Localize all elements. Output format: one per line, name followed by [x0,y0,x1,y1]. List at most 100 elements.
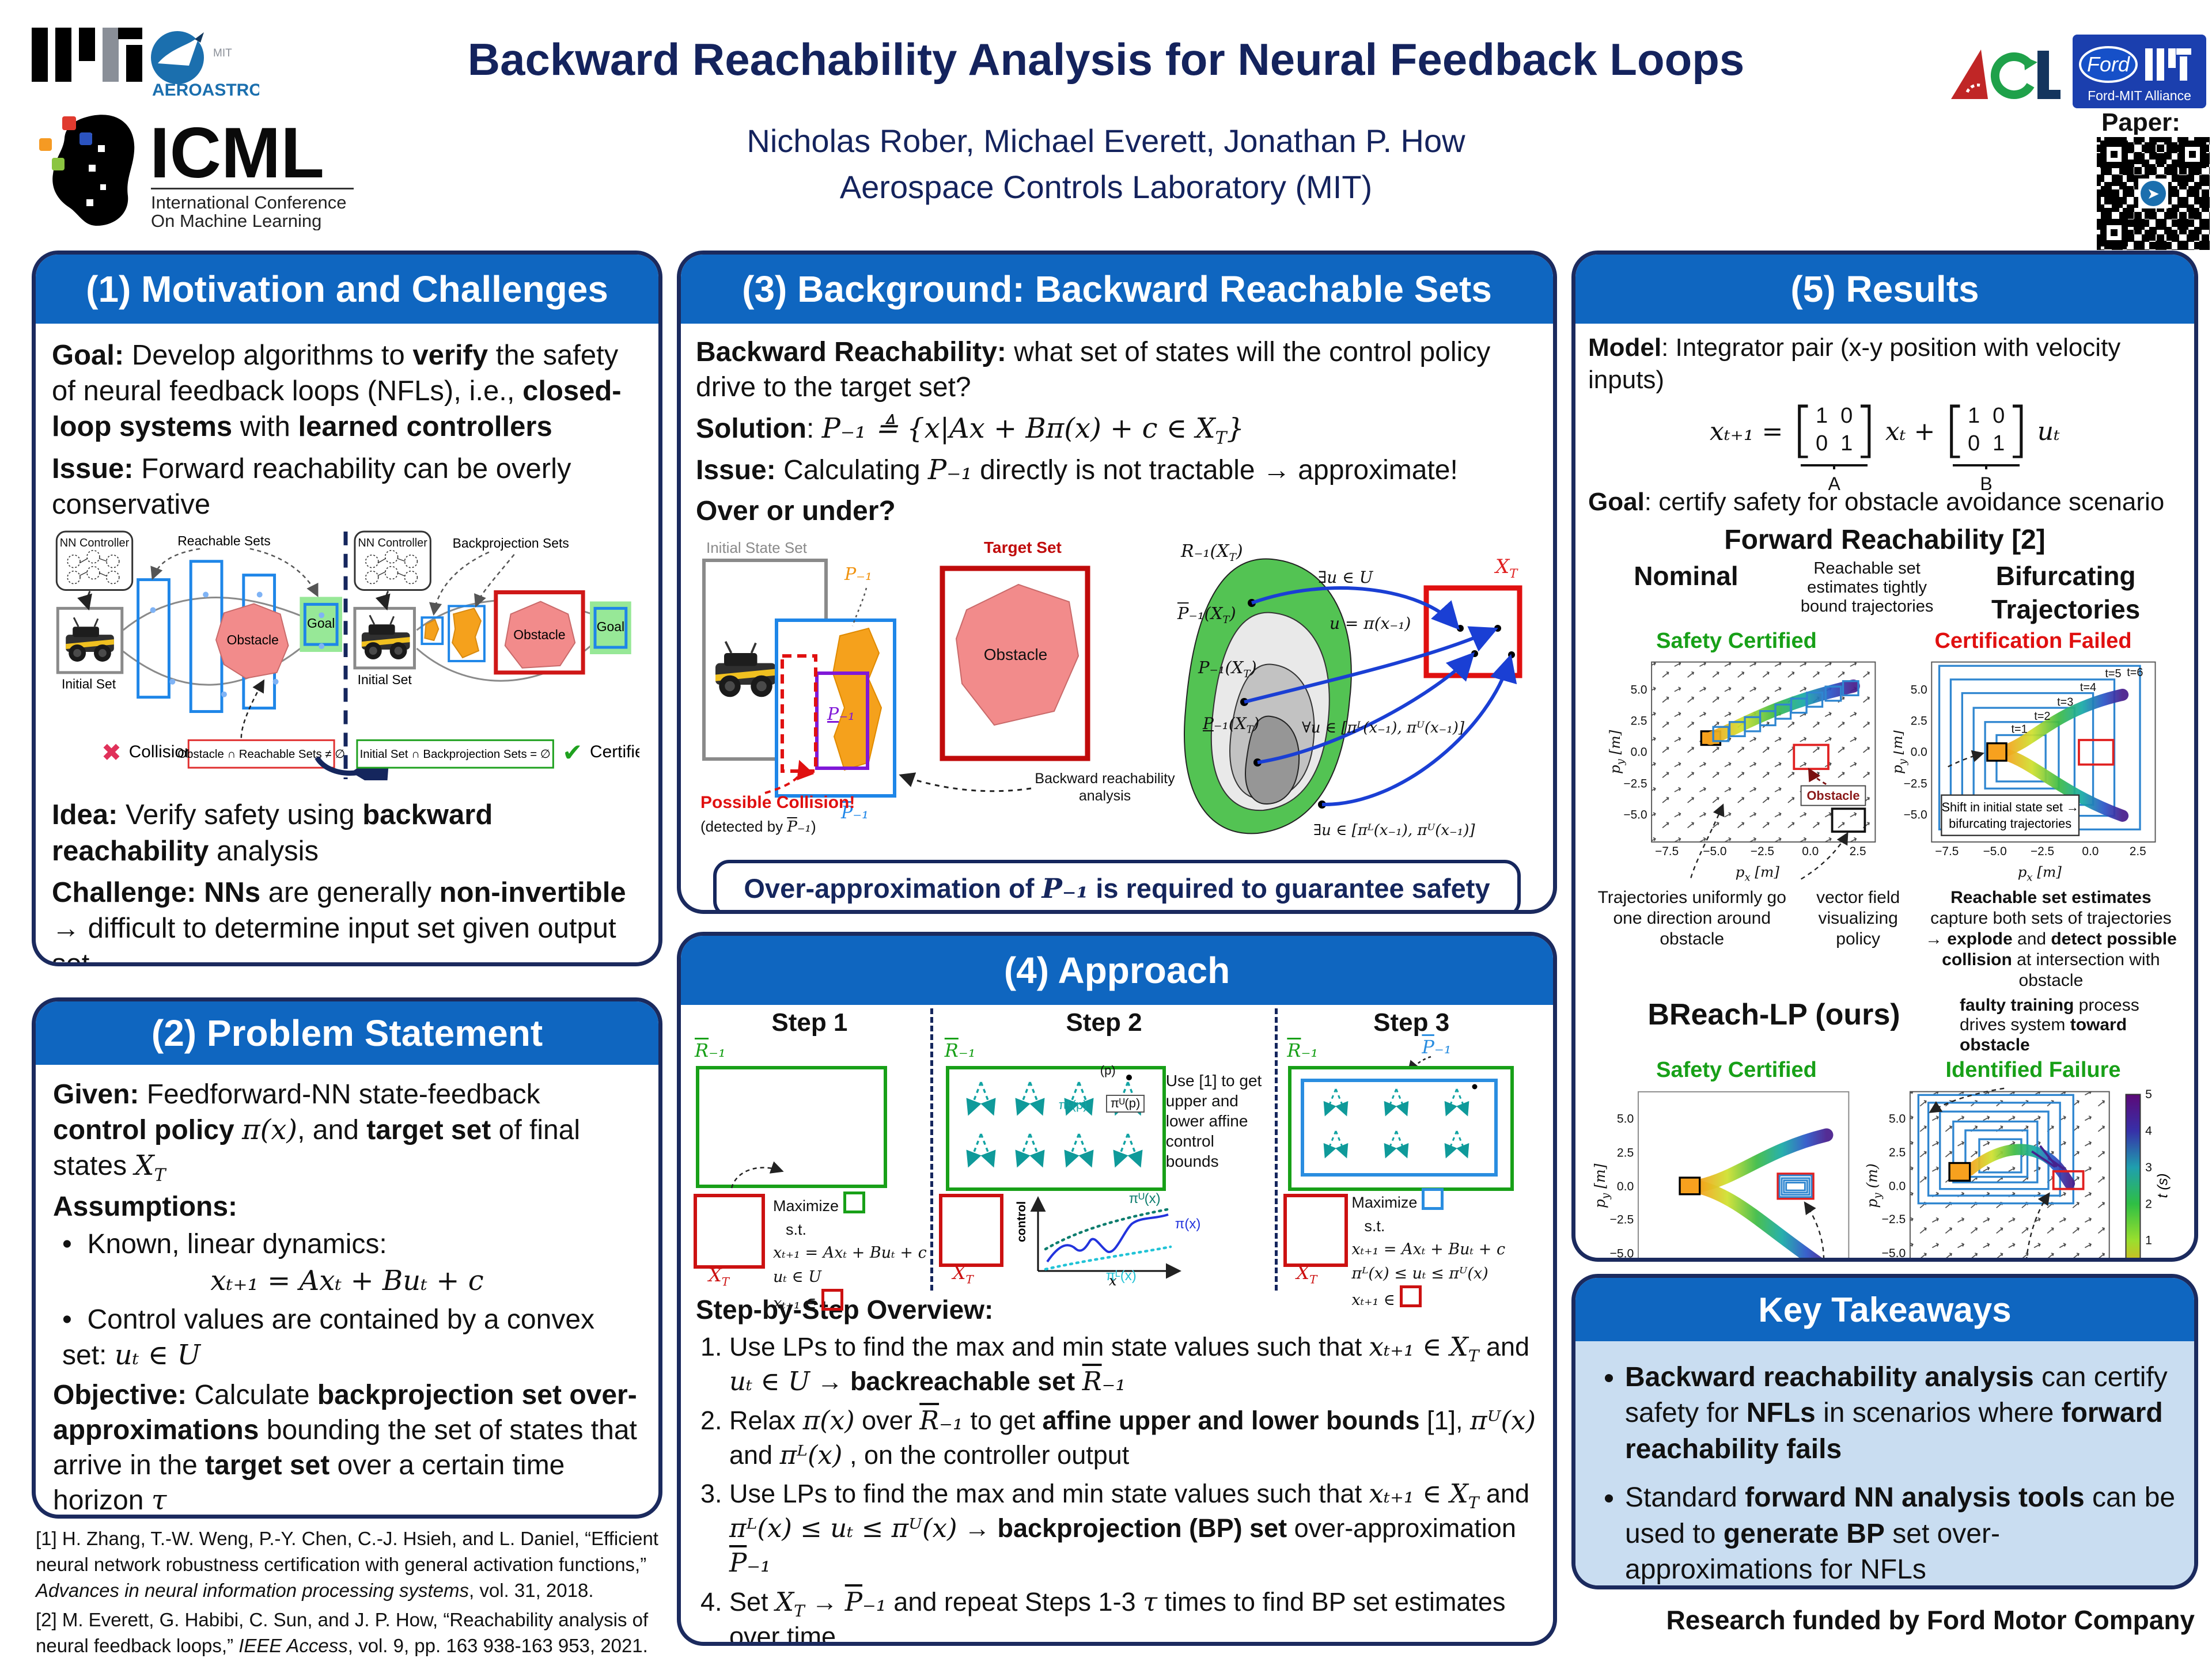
svg-text:2.5: 2.5 [1889,1146,1906,1159]
backreachable-set-label: R₋₁(XT) [1181,541,1243,564]
pi-lower-p-label: πᴸ(p) [1058,1098,1088,1112]
reference-2: [2] M. Everett, G. Habibi, C. Sun, and J… [36,1608,649,1656]
svg-text:−2.5: −2.5 [1904,777,1927,790]
goal-text-5: Goal: certify safety for obstacle avoida… [1588,487,2165,516]
step1-title: Step 1 [771,1008,848,1037]
svg-text:py [m]: py [m] [1609,730,1627,774]
maximize-arrow [730,1161,784,1189]
initial-state-set-label: Initial State Set [706,538,807,556]
svg-text:py [m]: py [m] [1594,1164,1612,1209]
svg-text:−2.5: −2.5 [1610,1213,1634,1227]
panel-motivation: (1) Motivation and Challenges Goal: Deve… [32,251,662,966]
backprojection-sets-label: Backprojection Sets [453,536,569,551]
backreachable-box [696,1066,887,1188]
poster-title: Backward Reachability Analysis for Neura… [467,34,1745,85]
ford-mit-logo: Ford Ford-MIT Alliance [2073,35,2206,108]
goal-region [300,597,343,652]
svg-text:5.0: 5.0 [1617,1113,1634,1126]
takeaway-2: Standard forward NN analysis tools can b… [1625,1480,2177,1585]
svg-text:2.5: 2.5 [1631,714,1647,727]
svg-text:4: 4 [2145,1125,2152,1138]
svg-text:1: 1 [2145,1234,2152,1247]
mit-logo [32,28,142,82]
safety-certified-label-2: Safety Certified [1656,1058,1817,1083]
bp-overapprox-box [1301,1079,1498,1177]
blue-box-glyph [1421,1188,1444,1210]
collision-equation: Obstacle ∩ Reachable Sets ≠ ∅ [177,748,345,761]
step3-constraints: Maximize s.t. xₜ₊₁ = Axₜ + Buₜ + c πᴸ(x)… [1351,1188,1505,1312]
overview-item-3: Use LPs to find the max and min state va… [729,1477,1538,1580]
backward-analysis-label: Backward reachability analysis [1035,770,1175,804]
goal-label: Goal [307,616,335,631]
background-diagram: Initial State Set P₋₁ P₋₁ P₋₁ Possible C… [696,535,1530,851]
svg-text:t=1: t=1 [2012,723,2028,735]
pbar-set-label: P₋₁(XT) [1177,603,1236,626]
pi-upper-p-label: πᵁ(p) [1105,1095,1145,1113]
pi-upper-x-label: πᵁ(x) [1128,1191,1161,1206]
qr-finder [2179,141,2206,168]
solution-text: Solution: P₋₁ ≜ {x|Ax + Bπ(x) + c ∈ XT} [696,412,1245,449]
aeroastro-name-label: AEROASTRO [152,81,259,100]
svg-text:py (m): py (m) [1866,1164,1884,1208]
panel-problem-statement: (2) Problem Statement Given: Feedforward… [32,997,662,1519]
rbar-label: R₋₁ [695,1039,726,1061]
x-mark-icon: ✖ [101,739,122,766]
panel-key-takeaways: Key Takeaways Backward reachability anal… [1571,1274,2198,1589]
xt-label-s3: XT [1296,1262,1317,1287]
panel-background: (3) Background: Backward Reachable Sets … [677,251,1557,914]
svg-text:−5.0: −5.0 [1904,808,1927,821]
panel-approach: (4) Approach Step 1 R₋₁ XT Maximize s.t.… [677,932,1557,1646]
background-diagram-svg [702,558,1522,834]
overview-item-2: Relax π(x) over R₋₁ to get affine upper … [729,1403,1538,1473]
possible-collision-label: Possible Collision! [700,792,855,812]
svg-text:−5.0: −5.0 [1703,844,1726,857]
overview-item-1: Use LPs to find the max and min state va… [729,1330,1538,1399]
icml-line1: International Conference [151,192,347,213]
over-under-text: Over or under? [696,495,896,526]
panel2-title: (2) Problem Statement [36,1001,658,1065]
svg-text:−2.5: −2.5 [1882,1213,1906,1227]
takeaway-1: Backward reachability analysis can certi… [1625,1360,2177,1467]
takeaways-title: Key Takeaways [1575,1278,2194,1341]
motivation-diagram: Initial Set Obstacle Goal Reachable Sets… [55,530,658,794]
panel5-title: (5) Results [1575,255,2194,324]
identified-failure-plot: 5 4 3 2 1 0 t (s) −5 0 5.0 2.5 0.0 −2.5 … [1866,1088,2171,1258]
svg-text:0.0: 0.0 [1911,745,1927,758]
panel3-title: (3) Background: Backward Reachable Sets [681,255,1553,324]
use-ref1-note: Use [1] to get upper and lower affine co… [1165,1072,1262,1170]
green-box-glyph [843,1192,865,1213]
poster-authors: Nicholas Rober, Michael Everett, Jonatha… [747,123,1465,159]
qr-finder [2100,141,2128,168]
xt-label-s1: XT [709,1264,730,1289]
identified-failure-label: Identified Failure [1945,1058,2121,1083]
funding-note: Research funded by Ford Motor Company [1666,1605,2195,1635]
certified-safe-label: Certified Safe [590,742,639,761]
svg-text:t=2: t=2 [2034,710,2050,723]
bifurcating-plot: t=1 t=2 t=3 t=4 t=5 t=6 Shift in initial… [1893,661,2156,883]
detected-by-label: (detected by P₋₁) [700,817,816,836]
svg-text:2.5: 2.5 [1850,844,1866,857]
shift-note-1: Shift in initial state set → [1941,800,2078,814]
approach-steps: Step 1 R₋₁ XT Maximize s.t. xₜ₊₁ = Axₜ +… [681,1005,1553,1312]
panel4-title: (4) Approach [681,936,1553,1005]
rbar-label-s3: R₋₁ [1287,1039,1319,1061]
obstacle-label-3: Obstacle [983,645,1048,663]
reference-1: [1] H. Zhang, T.-W. Weng, P.-Y. Chen, C.… [36,1528,658,1601]
exists2-label: ∃u ∈ [πᴸ(x₋₁), πᵁ(x₋₁)] [1313,821,1475,839]
initial-set-label: Initial Set [62,677,116,692]
forall-label: ∀u ∈ [πᴸ(x₋₁), πᵁ(x₋₁)] [1302,719,1465,737]
bifurcating-label: Bifurcating Trajectories [1991,560,2141,624]
target-box [694,1194,765,1269]
panel1-title: (1) Motivation and Challenges [36,255,658,324]
pi-x-label: π(x) [1175,1216,1201,1232]
initial-set-label-2: Initial Set [358,672,412,687]
faulty-training-note: faulty training process drives system to… [1960,995,2139,1054]
given-text: Given: Feedforward-NN state-feedback con… [53,1079,581,1186]
obstacle-plot-label: Obstacle [1806,788,1859,803]
p-under-label: P₋₁ [827,704,855,724]
svg-text:−7.5: −7.5 [1935,844,1959,857]
bp-safety-plot: −5 0 5.0 2.5 0.0 −2.5 −5.0 px [m] py [m] [1594,1091,1850,1258]
nominal-plot: Obstacle −7.5 −5.0 −2.5 0.0 2.5 5.0 2.5 … [1609,661,1876,883]
backward-reachability-q: Backward Reachability: what set of state… [696,337,1491,403]
